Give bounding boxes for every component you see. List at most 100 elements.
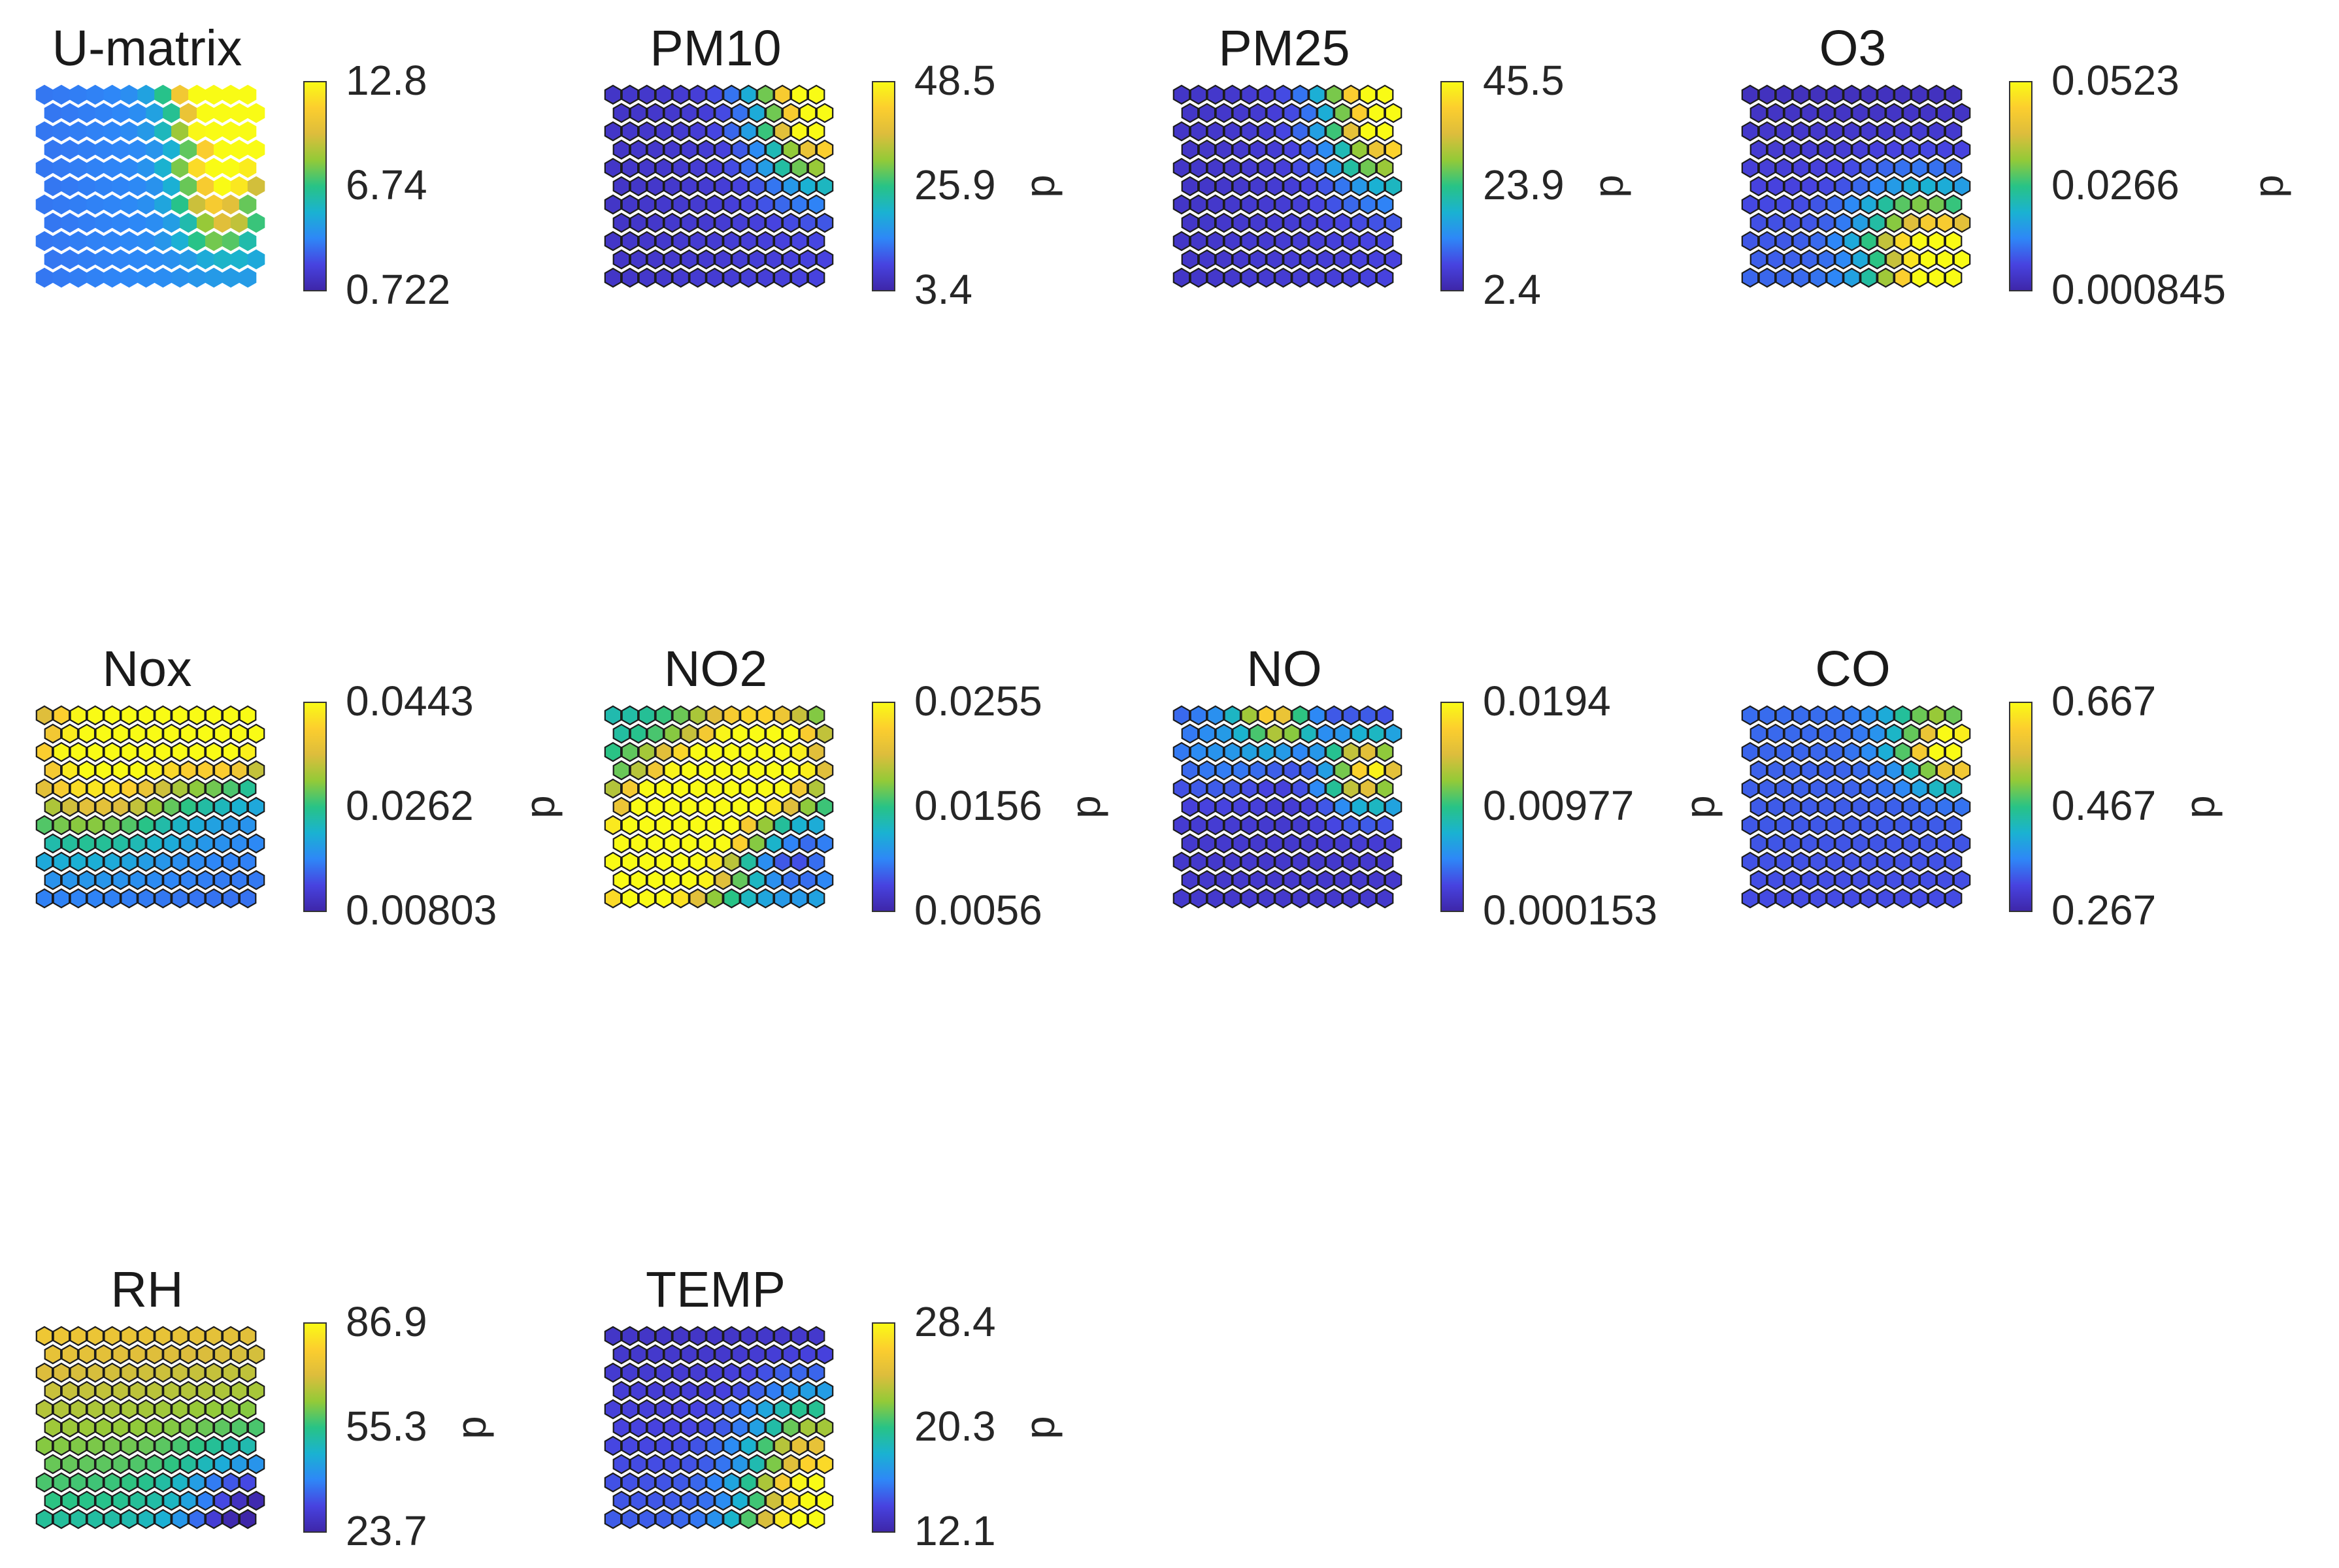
hex-cell	[604, 851, 622, 872]
hex-cell	[95, 1454, 112, 1475]
hex-cell	[638, 851, 656, 872]
hex-cell	[646, 212, 665, 233]
hex-cell	[222, 851, 240, 872]
hex-cell	[44, 833, 62, 854]
hex-cell	[180, 103, 197, 123]
hex-cell	[765, 1417, 783, 1438]
hex-cell	[612, 796, 631, 817]
colorbar-tick-label: 20.3	[914, 1403, 996, 1450]
hex-cell	[1851, 139, 1869, 160]
hex-cell	[621, 157, 639, 178]
hex-cell	[1189, 84, 1208, 105]
hex-cell	[1826, 194, 1844, 215]
hex-cell	[756, 1362, 774, 1383]
panel-title: PM10	[650, 20, 781, 76]
hex-cell	[629, 1454, 648, 1475]
hex-cell	[672, 231, 690, 252]
hex-cell	[247, 833, 265, 854]
hex-cell	[52, 194, 71, 215]
hex-cell	[171, 84, 189, 105]
hex-cell	[1232, 833, 1250, 854]
hex-cell	[1758, 121, 1776, 142]
hex-cell	[807, 1326, 825, 1347]
hex-cell	[239, 778, 257, 799]
hex-cell	[69, 84, 87, 105]
hex-cell	[1257, 194, 1275, 215]
hex-cell	[1843, 742, 1861, 762]
hex-cell	[646, 1417, 665, 1438]
hex-cell	[1775, 121, 1793, 142]
hex-cell	[604, 705, 622, 726]
hex-cell	[646, 1490, 665, 1511]
hex-cell	[163, 723, 180, 744]
hex-cell	[604, 888, 622, 909]
hex-cell	[697, 1490, 715, 1511]
hex-cell	[137, 1435, 155, 1456]
hex-cell	[1198, 870, 1216, 890]
hex-cell	[697, 103, 715, 123]
hex-cell	[604, 1472, 622, 1493]
hex-cell	[188, 888, 206, 909]
hex-cell	[612, 212, 631, 233]
hex-cell	[621, 1399, 639, 1420]
hex-cell	[1249, 723, 1267, 744]
hex-cell	[714, 1380, 732, 1401]
hex-cell	[239, 121, 257, 142]
hex-cell	[1172, 157, 1191, 178]
hex-cell	[672, 705, 690, 726]
hex-cell	[52, 851, 71, 872]
hex-cell	[103, 888, 121, 909]
colorbar-tick-label: 0.0443	[346, 678, 474, 725]
hex-cell	[61, 1380, 79, 1401]
hex-cell	[1894, 194, 1912, 215]
hex-cell	[197, 139, 214, 160]
hex-cell	[1172, 851, 1191, 872]
hex-cell	[1927, 121, 1946, 142]
hex-cell	[1206, 84, 1225, 105]
hex-cell	[1767, 833, 1785, 854]
hex-cell	[655, 815, 673, 836]
hex-cell	[1274, 194, 1292, 215]
hex-cell	[1800, 723, 1818, 744]
hex-cell	[1249, 176, 1267, 197]
hex-cell	[188, 157, 206, 178]
hex-cell	[1274, 851, 1292, 872]
hex-cell	[1919, 139, 1937, 160]
hex-cell	[765, 1454, 783, 1475]
hex-cell	[604, 1326, 622, 1347]
hex-cell	[629, 760, 648, 781]
hex-cell	[1172, 888, 1191, 909]
hex-cell	[621, 851, 639, 872]
hex-cell	[1206, 815, 1225, 836]
hex-cell	[35, 157, 54, 178]
hex-cell	[180, 1417, 197, 1438]
hex-cell	[69, 888, 88, 909]
colorbar	[1440, 702, 1464, 912]
hex-cell	[1750, 176, 1768, 197]
hex-cell	[35, 231, 54, 252]
hex-cell	[205, 194, 223, 215]
hex-cell	[1826, 815, 1844, 836]
component-planes: U-matrix12.86.740.722PM1048.525.93.4dPM2…	[35, 20, 2298, 1554]
hex-cell	[129, 1490, 146, 1511]
hex-cell	[1910, 121, 1929, 142]
hex-cell	[1342, 851, 1360, 872]
hex-cell	[1860, 851, 1878, 872]
hex-cell	[1300, 870, 1318, 890]
hex-cell	[714, 103, 732, 123]
hex-cell	[137, 851, 155, 872]
hex-cell	[146, 723, 163, 744]
hex-cell	[612, 1417, 631, 1438]
hex-cell	[112, 212, 129, 233]
hex-cell	[1843, 194, 1861, 215]
hex-cell	[1936, 760, 1954, 781]
hex-cell	[95, 103, 112, 123]
hex-cell	[740, 851, 757, 872]
hex-cell	[1342, 742, 1360, 762]
hex-cell	[230, 1417, 248, 1438]
hex-cell	[1809, 267, 1827, 288]
hex-cell	[773, 1326, 791, 1347]
hex-cell	[35, 1326, 54, 1347]
hex-cell	[103, 705, 121, 726]
